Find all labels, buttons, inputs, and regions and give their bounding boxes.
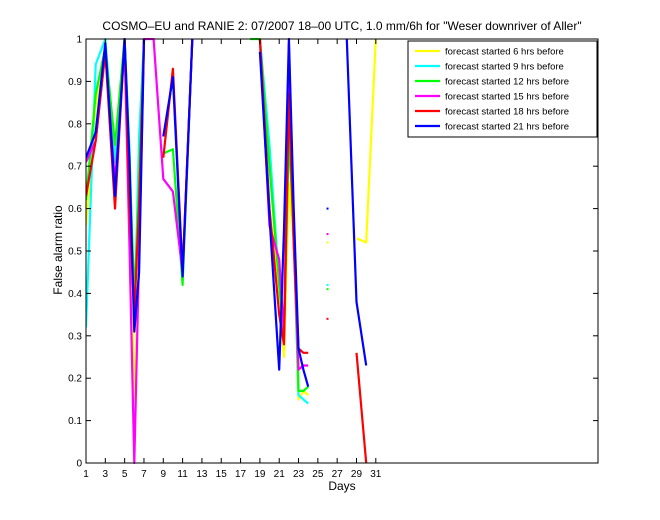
y-tick-label: 0	[76, 459, 82, 470]
series-layer	[86, 38, 377, 464]
legend-entry-label: forecast started 18 hrs before	[445, 107, 569, 118]
series-1-line-segment	[356, 38, 377, 244]
y-tick-label: 0.8	[68, 119, 82, 130]
y-tick-label: 0.1	[68, 416, 82, 427]
x-tick-label: 9	[161, 469, 167, 480]
y-tick-label: 0.3	[68, 331, 82, 342]
y-tick-label: 1	[76, 35, 82, 46]
x-tick-label: 21	[274, 469, 286, 480]
x-tick-label: 13	[196, 469, 208, 480]
series-2-point	[326, 283, 329, 286]
legend: forecast started 6 hrs before forecast st…	[407, 40, 598, 138]
x-tick-label: 17	[235, 469, 247, 480]
legend-box	[407, 40, 598, 138]
x-tick-label: 3	[103, 469, 109, 480]
legend-entry-label: forecast started 6 hrs before	[445, 47, 564, 58]
x-tick-label: 29	[351, 469, 363, 480]
legend-entry-label: forecast started 9 hrs before	[445, 62, 564, 73]
y-tick-label: 0.2	[68, 374, 82, 385]
y-tick-label: 0.9	[68, 77, 82, 88]
x-tick-label: 5	[122, 469, 128, 480]
y-tick-label: 0.7	[68, 162, 82, 173]
x-tick-label: 15	[216, 469, 228, 480]
legend-entry-label: forecast started 21 hrs before	[445, 122, 569, 133]
x-tick-label: 11	[177, 469, 188, 480]
series-1-point	[326, 241, 329, 244]
series-5-point	[326, 317, 329, 320]
y-tick-label: 0.5	[68, 247, 82, 258]
x-tick-label: 19	[254, 469, 266, 480]
axes-layer: 1 3 5 7 9 11 13 15 17 19 21 23 25 27 29 3100.10.20.30.4…	[68, 35, 599, 480]
series-6-line-segment	[162, 38, 194, 278]
y-tick-label: 0.6	[68, 204, 82, 215]
chart-title: COSMO–EU and RANIE 2: 07/2007 18–00 UTC,…	[102, 19, 581, 33]
series-3-point	[326, 288, 329, 291]
y-tick-label: 0.4	[68, 289, 82, 300]
x-tick-label: 31	[370, 469, 382, 480]
series-6-line-segment	[345, 38, 368, 366]
x-tick-label: 23	[293, 469, 305, 480]
series-5-line-segment	[355, 352, 368, 464]
series-6-point	[326, 207, 329, 210]
x-tick-label: 27	[332, 469, 344, 480]
legend-entry-label: forecast started 15 hrs before	[445, 92, 569, 103]
x-tick-label: 25	[312, 469, 324, 480]
series-4-point	[326, 233, 329, 236]
series-5-line-segment	[258, 38, 309, 354]
y-axis-label: False alarm ratio	[51, 205, 65, 295]
x-tick-label: 1	[83, 469, 89, 480]
x-tick-label: 7	[141, 469, 147, 480]
series-4	[86, 38, 329, 464]
legend-entry-label: forecast started 12 hrs before	[445, 77, 569, 88]
x-axis-label: Days	[328, 479, 355, 493]
